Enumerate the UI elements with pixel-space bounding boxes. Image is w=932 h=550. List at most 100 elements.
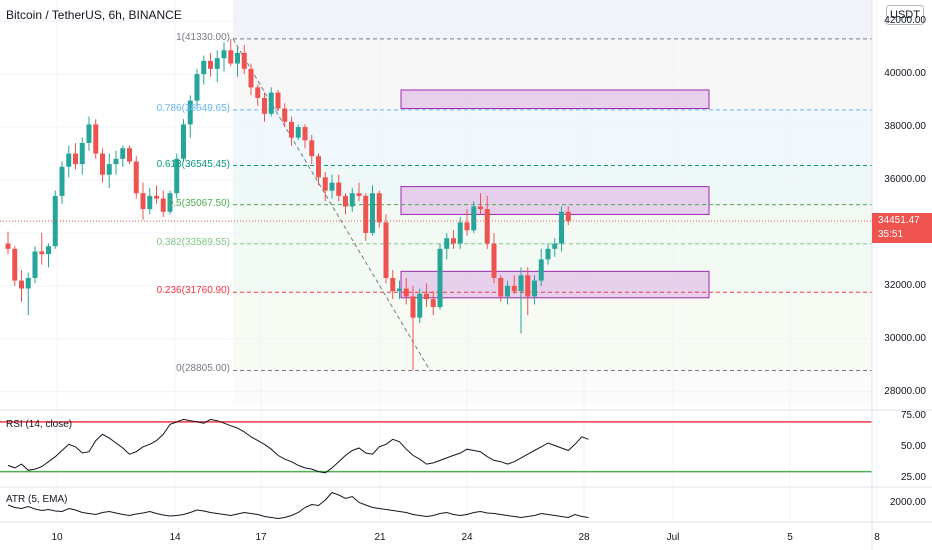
price-zone-rectangle[interactable] [400, 270, 710, 299]
atr-line[interactable] [7, 491, 589, 520]
candle-body [19, 280, 24, 289]
candle-body [174, 158, 180, 194]
fib-level-label: 0.236(31760.90) [156, 285, 230, 297]
candle-body [133, 161, 139, 194]
candle-body [309, 140, 315, 157]
candle-body [194, 74, 200, 101]
current-price-badge: 34451.47 35:51 [872, 212, 932, 243]
time-axis-label: 24 [461, 532, 473, 543]
candle-body [255, 87, 261, 98]
candle-body [100, 153, 105, 175]
candle-body [181, 124, 186, 159]
candle-body [154, 195, 159, 199]
candle-body [268, 92, 274, 114]
rsi-line[interactable] [7, 418, 589, 474]
candle-body [545, 248, 551, 260]
candle-body [295, 127, 301, 138]
price-axis-label: 40000.00 [884, 68, 926, 80]
candle-body [221, 50, 227, 59]
candle-body [282, 108, 288, 122]
candle-body [336, 182, 342, 196]
candle-body [316, 156, 321, 178]
candle-body [376, 193, 382, 223]
candle-body [106, 164, 112, 175]
candle-body [12, 248, 18, 281]
candle-body [86, 124, 92, 143]
rsi-axis-label: 50.00 [900, 440, 926, 452]
candle-body [201, 60, 207, 75]
candle-body [241, 52, 247, 69]
fib-band-top [233, 0, 872, 39]
time-axis-label: 28 [578, 532, 590, 543]
candle-body [73, 153, 78, 165]
candle-body [167, 193, 173, 212]
rsi-indicator-label[interactable]: RSI (14, close) [6, 419, 73, 430]
price-axis-label: 36000.00 [884, 174, 926, 185]
price-axis-label: 42000.00 [884, 15, 926, 27]
current-price-value: 34451.47 [878, 214, 920, 226]
fib-band [233, 109, 872, 166]
candle-body [437, 248, 443, 308]
fib-level-label: 0(28805.00) [176, 363, 230, 375]
candle-body [93, 124, 99, 154]
candle-body [59, 166, 65, 196]
candle-body [66, 153, 72, 167]
candle-body [430, 299, 436, 308]
fib-level-label: 0.5(35067.50) [167, 197, 230, 209]
candle-body [410, 296, 416, 318]
price-zone-rectangle[interactable] [400, 186, 710, 215]
candle-body [120, 148, 126, 159]
candle-body [491, 243, 497, 278]
candle-body [565, 211, 571, 222]
candle-body [559, 211, 564, 244]
candle-body [478, 206, 483, 210]
candle-body [140, 193, 146, 210]
candle-body [322, 177, 328, 191]
candle-body [356, 193, 362, 196]
bar-countdown: 35:51 [878, 228, 904, 240]
symbol-title[interactable]: Bitcoin / TetherUS, 6h, BINANCE [6, 8, 182, 22]
price-axis-label: 28000.00 [884, 385, 926, 397]
candle-body [518, 275, 524, 292]
candle-body [417, 293, 423, 318]
candle-body [424, 293, 429, 300]
time-axis-label: 17 [255, 532, 267, 543]
candle-body [471, 206, 477, 231]
candle-body [262, 97, 267, 114]
candle-body [349, 193, 355, 207]
fib-level-label: 0.786(38649.65) [156, 102, 230, 114]
candle-body [25, 277, 31, 289]
candle-body [79, 142, 85, 165]
candle-body [390, 277, 396, 292]
time-axis-label: 10 [51, 532, 63, 543]
candle-body [187, 100, 193, 125]
candle-body [39, 251, 45, 255]
price-axis-label: 38000.00 [884, 121, 926, 133]
time-axis-label: 14 [169, 532, 181, 543]
fib-level-label: 0.382(33589.55) [156, 236, 230, 248]
candle-body [511, 285, 517, 292]
currency-button[interactable]: USDT [886, 5, 924, 25]
candle-body [46, 246, 51, 255]
candle-body [275, 92, 281, 109]
candle-body [127, 148, 132, 162]
fib-band [233, 292, 872, 371]
atr-axis-label: 2000.00 [889, 496, 926, 508]
candle-body [214, 58, 220, 69]
atr-indicator-label[interactable]: ATR (5, EMA) [6, 494, 68, 505]
price-zone-rectangle[interactable] [400, 89, 710, 110]
fib-band [233, 370, 872, 405]
candle-body [52, 195, 58, 247]
rsi-axis-label: 25.00 [900, 471, 926, 483]
candle-body [5, 243, 11, 249]
candle-body [248, 68, 254, 88]
candle-body [32, 251, 38, 278]
price-axis-label: 32000.00 [884, 279, 926, 291]
fib-trend-line[interactable] [232, 38, 431, 371]
fib-level-label: 0.618(36545.45) [156, 158, 230, 170]
candle-body [160, 198, 166, 212]
time-axis-label: 5 [787, 532, 793, 543]
time-axis-label: 21 [374, 532, 386, 543]
